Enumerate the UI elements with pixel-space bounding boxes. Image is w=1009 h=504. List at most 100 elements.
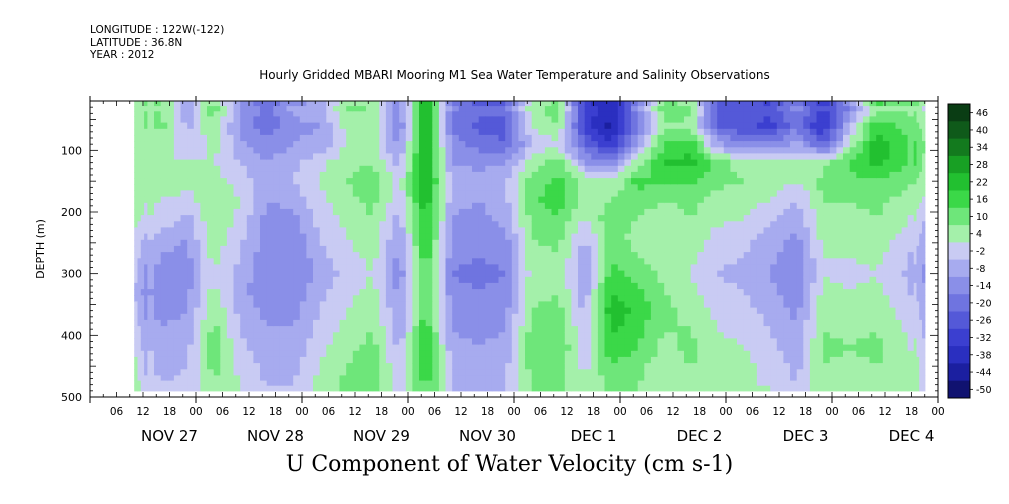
heatmap-cell [319,245,327,253]
heatmap-cell [226,190,235,198]
heatmap-cell [624,307,632,315]
heatmap-cell [809,122,818,130]
heatmap-cell [137,215,142,222]
heatmap-cell [624,295,632,303]
heatmap-cell [889,190,897,198]
heatmap-cell [922,215,926,222]
heatmap-cell [591,319,599,327]
heatmap-cell [319,116,327,124]
heatmap-cell [862,264,871,272]
heatmap-cell [458,245,466,253]
heatmap-cell [770,270,778,278]
heatmap-cell [624,252,632,259]
heatmap-cell [491,252,500,259]
heatmap-cell [432,128,440,136]
heatmap-cell [776,258,784,266]
heatmap-cell [134,239,139,247]
heatmap-cell [412,264,420,272]
heatmap-cell [717,295,725,303]
heatmap-cell [485,313,493,321]
heatmap-cell [856,134,864,142]
heatmap-cell [180,289,188,296]
heatmap-cell [260,264,268,272]
heatmap-cell [611,178,619,185]
heatmap-cell [564,106,572,112]
heatmap-cell [445,215,453,222]
heatmap-cell [385,313,394,321]
heatmap-cell [144,147,148,155]
heatmap-cell [180,326,188,333]
heatmap-cell [144,215,148,222]
heatmap-cell [240,190,248,198]
heatmap-cell [438,190,447,198]
heatmap-cell [498,208,506,216]
heatmap-cell [919,289,923,296]
heatmap-cell [876,307,884,315]
heatmap-cell [246,245,254,253]
heatmap-cell [472,313,480,321]
heatmap-cell [491,245,500,253]
heatmap-cell [922,326,926,333]
heatmap-cell [180,134,188,142]
heatmap-cell [756,332,765,340]
heatmap-cell [220,122,228,130]
heatmap-cell [505,326,513,333]
heatmap-cell [631,227,639,235]
heatmap-cell [405,338,413,346]
heatmap-cell [445,295,453,303]
heatmap-cell [750,122,758,130]
heatmap-cell [796,196,804,204]
heatmap-cell [657,178,665,185]
heatmap-cell [650,221,659,229]
heatmap-cell [723,215,731,222]
heatmap-cell [763,116,771,124]
heatmap-cell [491,159,500,167]
heatmap-cell [465,159,473,167]
heatmap-cell [571,134,579,142]
heatmap-cell [558,270,566,278]
heatmap-cell [750,289,758,296]
heatmap-cell [299,264,307,272]
heatmap-cell [167,258,175,266]
heatmap-cell [604,171,612,179]
heatmap-cell [144,301,148,309]
heatmap-cell [690,111,698,117]
heatmap-cell [385,153,394,161]
heatmap-cell [889,171,897,179]
heatmap-cell [869,147,877,155]
heatmap-cell [472,221,480,229]
heatmap-cell [260,289,268,296]
heatmap-cell [591,202,599,210]
heatmap-cell [193,319,201,327]
heatmap-cell [756,134,765,142]
heatmap-cell [485,171,493,179]
heatmap-cell [379,190,387,198]
heatmap-cell [187,319,195,327]
heatmap-cell [253,289,261,296]
heatmap-cell [346,153,354,161]
heatmap-cell [737,233,745,241]
heatmap-cell [901,239,909,247]
heatmap-cell [664,295,672,303]
heatmap-cell [544,319,553,327]
heatmap-cell [531,276,539,284]
heatmap-cell [385,134,394,142]
heatmap-cell [551,111,559,117]
heatmap-cell [279,276,288,284]
heatmap-cell [260,270,268,278]
heatmap-cell [564,171,572,179]
heatmap-cell [657,289,665,296]
heatmap-cell [160,258,168,266]
heatmap-cell [737,301,745,309]
heatmap-cell [697,101,705,107]
heatmap-cell [134,190,139,198]
heatmap-cell [611,122,619,130]
heatmap-cell [266,350,274,358]
heatmap-cell [776,215,784,222]
heatmap-cell [551,147,559,155]
heatmap-cell [220,326,228,333]
heatmap-cell [392,264,400,272]
heatmap-cell [392,276,400,284]
heatmap-cell [803,282,811,290]
heatmap-cell [505,159,513,167]
